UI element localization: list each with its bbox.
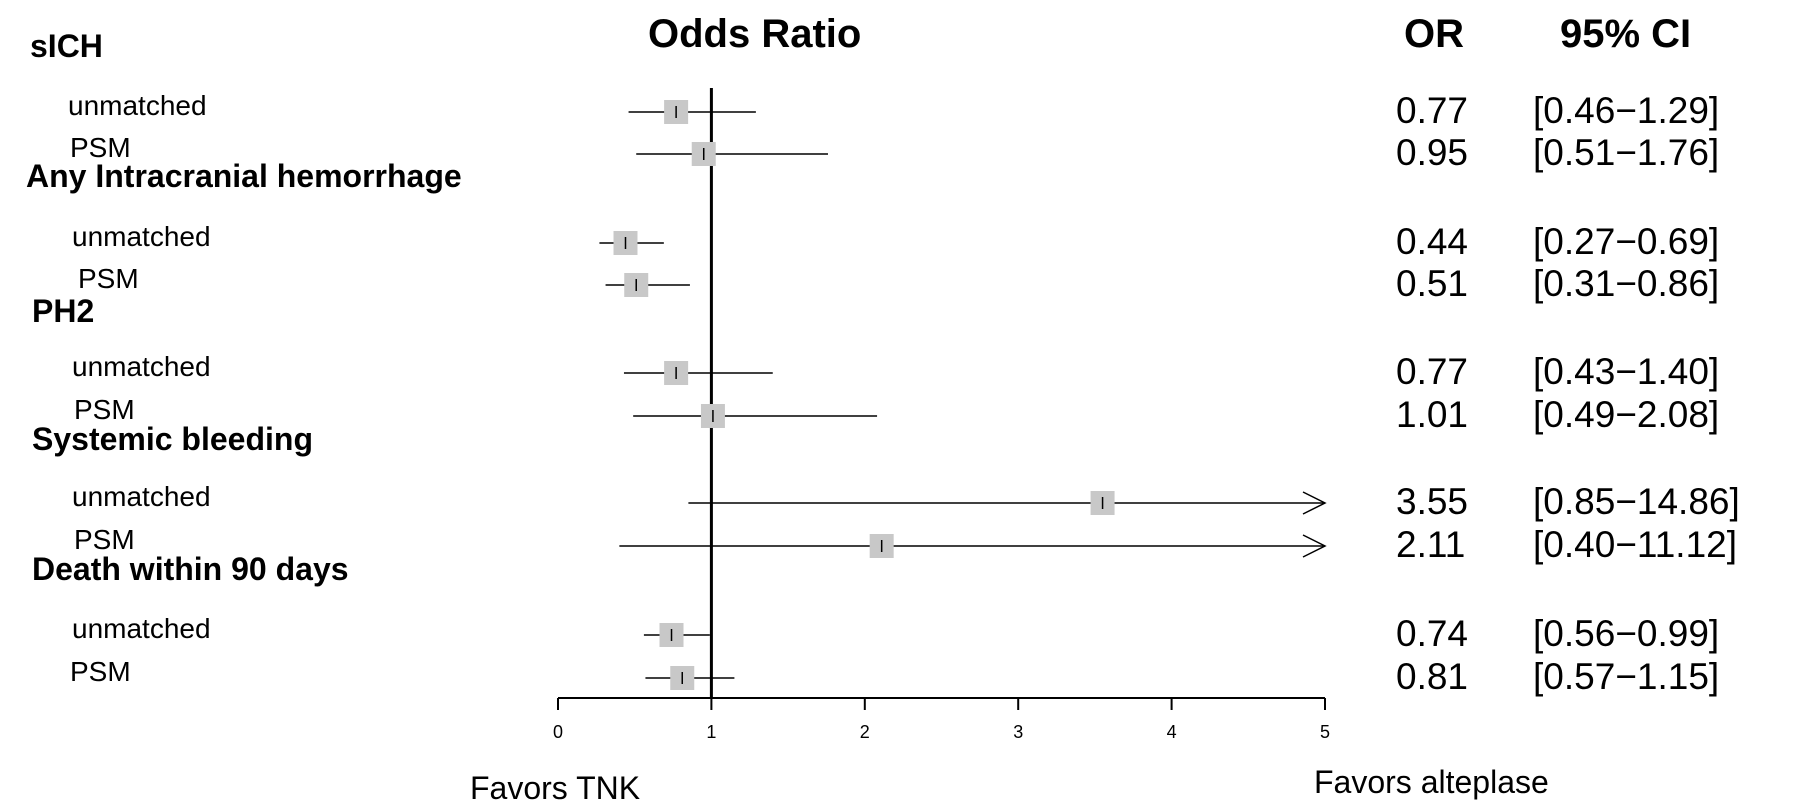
chart-title: Odds Ratio [648, 12, 862, 56]
row-label: PSM [78, 263, 139, 294]
x-tick-label: 3 [1013, 722, 1023, 742]
favors-left-label: Favors TNK [470, 770, 641, 806]
row-label: unmatched [68, 90, 207, 121]
or-value: 1.01 [1396, 394, 1469, 435]
row-label: PSM [70, 132, 131, 163]
x-tick-label: 0 [553, 722, 563, 742]
ci-value: [0.27−0.69] [1533, 221, 1720, 262]
or-value: 3.55 [1396, 481, 1469, 522]
or-value: 0.51 [1396, 263, 1469, 304]
or-value: 0.95 [1396, 132, 1469, 173]
ci-value: [0.51−1.76] [1533, 132, 1720, 173]
ci-value: [0.40−11.12] [1533, 524, 1738, 565]
ci-value: [0.57−1.15] [1533, 656, 1720, 697]
group-label: Systemic bleeding [32, 421, 313, 457]
or-value: 0.77 [1396, 351, 1469, 392]
ci-column-header: 95% CI [1560, 12, 1692, 56]
ci-arrow [1302, 491, 1327, 515]
x-tick-label: 5 [1320, 722, 1330, 742]
row-label: unmatched [72, 351, 211, 382]
x-tick-label: 2 [860, 722, 870, 742]
favors-right-label: Favors alteplase [1314, 764, 1549, 800]
row-label: PSM [74, 394, 135, 425]
or-column-header: OR [1404, 12, 1464, 56]
ci-value: [0.49−2.08] [1533, 394, 1720, 435]
row-label: unmatched [72, 613, 211, 644]
row-label: unmatched [72, 221, 211, 252]
ci-arrow [1302, 534, 1327, 558]
or-value: 0.44 [1396, 221, 1469, 262]
or-value: 0.77 [1396, 90, 1469, 131]
ci-value: [0.46−1.29] [1533, 90, 1720, 131]
x-tick-label: 1 [706, 722, 716, 742]
or-value: 2.11 [1396, 524, 1466, 565]
group-label: Death within 90 days [32, 551, 349, 587]
group-label: PH2 [32, 293, 95, 329]
group-label: Any Intracranial hemorrhage [26, 158, 462, 194]
ci-value: [0.85−14.86] [1533, 481, 1740, 522]
x-tick-label: 4 [1167, 722, 1177, 742]
row-label: unmatched [72, 481, 211, 512]
or-value: 0.74 [1396, 613, 1469, 654]
row-label: PSM [74, 524, 135, 555]
ci-value: [0.56−0.99] [1533, 613, 1720, 654]
ci-value: [0.43−1.40] [1533, 351, 1720, 392]
row-label: PSM [70, 656, 131, 687]
or-value: 0.81 [1396, 656, 1469, 697]
group-label: sICH [30, 28, 103, 64]
ci-value: [0.31−0.86] [1533, 263, 1720, 304]
